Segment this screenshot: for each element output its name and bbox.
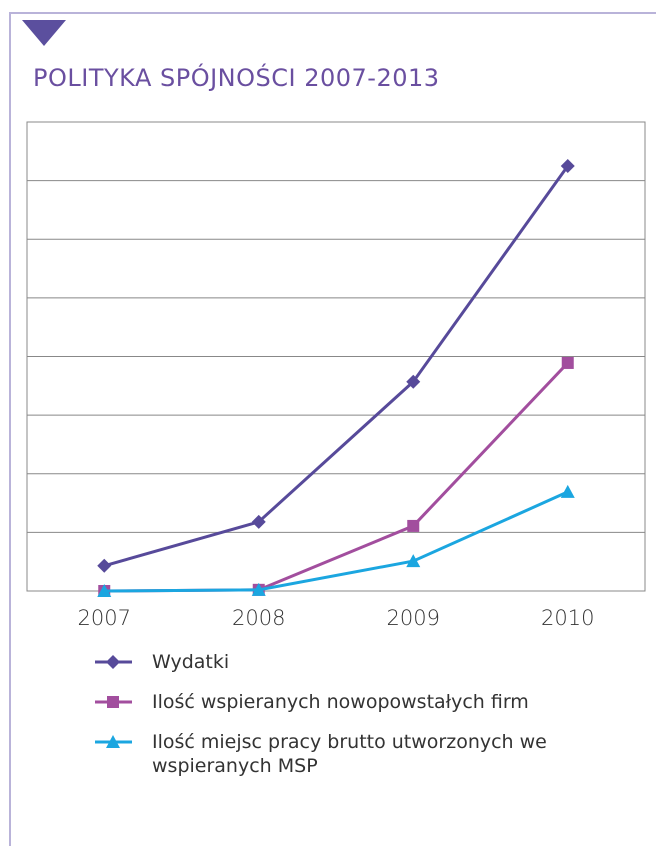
marker — [97, 558, 112, 573]
frame — [9, 12, 656, 846]
marker — [251, 582, 266, 596]
marker — [560, 484, 575, 498]
series-line — [104, 490, 569, 593]
marker — [106, 655, 120, 669]
x-tick-label: 2008 — [232, 606, 285, 630]
legend-label: Ilość miejsc pracy brutto utworzonych we… — [152, 731, 547, 777]
legend-label: Wydatki — [152, 651, 230, 673]
marker — [406, 554, 421, 568]
marker — [560, 158, 575, 173]
legend-label: Ilość wspieranych nowopowstałych firm — [152, 691, 529, 713]
marker — [407, 519, 420, 532]
marker — [107, 696, 119, 708]
series-line — [104, 361, 569, 593]
x-tick-label: 2009 — [387, 606, 440, 630]
x-tick-label: 2010 — [541, 606, 594, 630]
corner-triangle — [22, 20, 66, 46]
series-line — [103, 165, 569, 568]
marker — [97, 584, 112, 597]
x-tick-label: 2007 — [78, 606, 131, 630]
marker — [106, 735, 120, 748]
marker — [406, 374, 421, 389]
marker — [561, 356, 574, 369]
chart-title: POLITYKA SPÓJNOŚCI 2007-2013 — [33, 64, 440, 92]
marker — [251, 514, 266, 529]
